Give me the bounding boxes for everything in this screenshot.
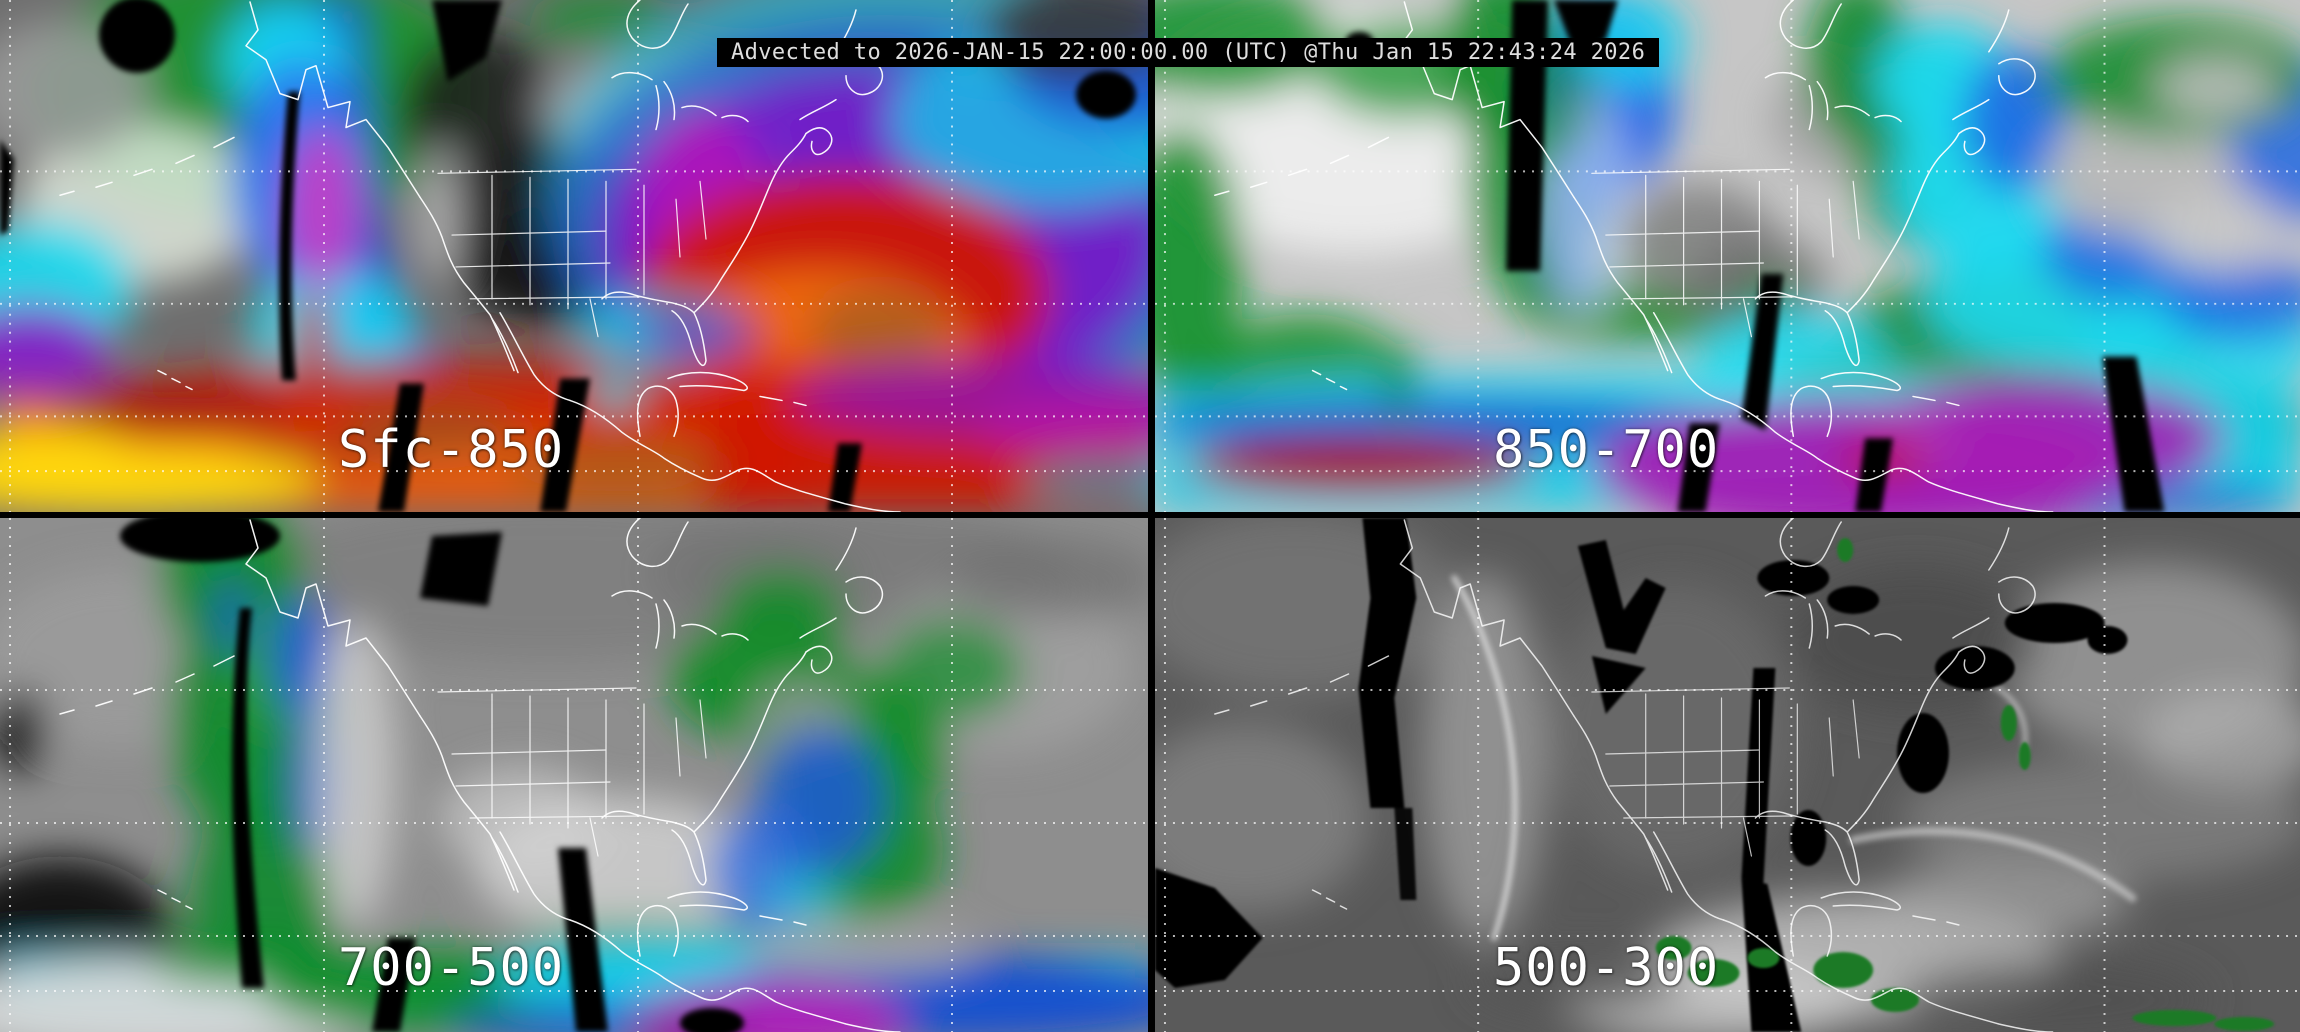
timestamp-banner: Advected to 2026-JAN-15 22:00:00.00 (UTC… bbox=[717, 38, 1660, 67]
moisture-field-500-300 bbox=[1155, 518, 2300, 1032]
panel-700-500: 700-500 bbox=[0, 518, 1148, 1032]
layer-label-sfc-850: Sfc-850 bbox=[338, 420, 565, 480]
layer-label-500-300: 500-300 bbox=[1493, 938, 1720, 998]
moisture-field-850-700 bbox=[1155, 0, 2300, 512]
moisture-field-sfc-850 bbox=[0, 0, 1148, 512]
layer-label-700-500: 700-500 bbox=[338, 938, 565, 998]
layer-label-850-700: 850-700 bbox=[1493, 420, 1720, 480]
swath-gaps bbox=[120, 518, 744, 1032]
moisture-blobs bbox=[0, 518, 1148, 1032]
panel-sfc-850: Sfc-850 bbox=[0, 0, 1148, 512]
dry-slots-swath-gaps bbox=[1155, 518, 2128, 1032]
swath-gaps bbox=[0, 0, 1136, 512]
convection-specks bbox=[1655, 538, 2275, 1031]
panel-850-700: 850-700 bbox=[1155, 0, 2300, 512]
moisture-field-700-500 bbox=[0, 518, 1148, 1032]
panel-500-300: 500-300 bbox=[1155, 518, 2300, 1032]
